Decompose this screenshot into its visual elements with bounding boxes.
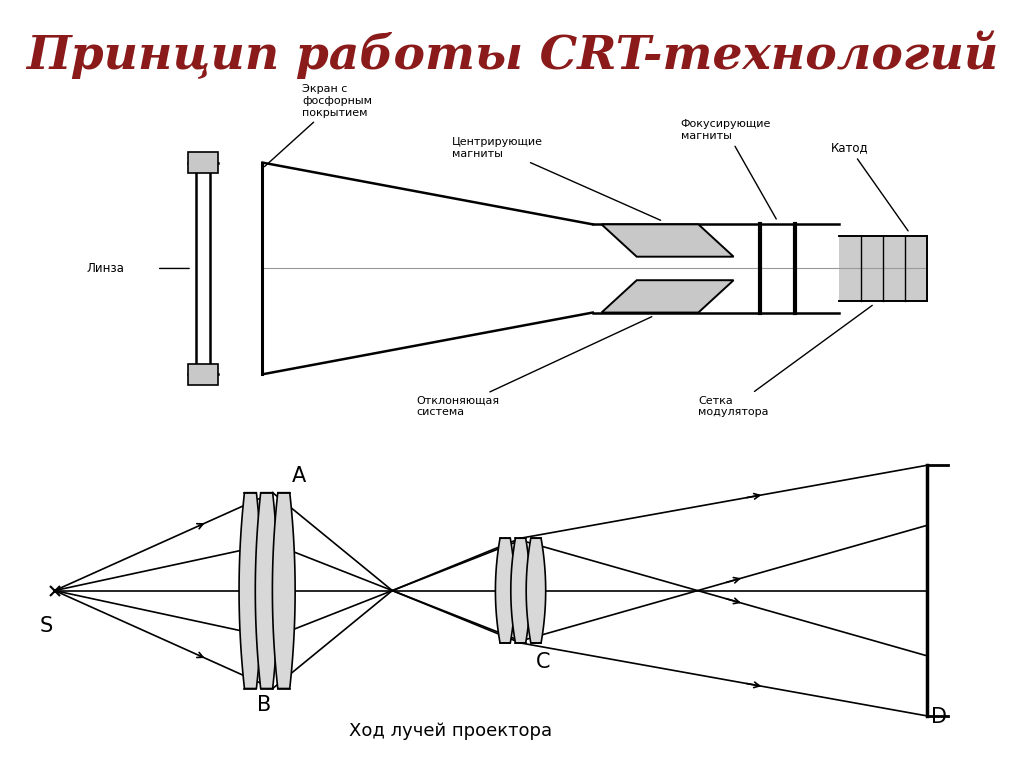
Bar bbox=[840, 236, 928, 301]
Text: Ход лучей проектора: Ход лучей проектора bbox=[349, 723, 552, 740]
Text: Сетка
модулятора: Сетка модулятора bbox=[698, 305, 872, 417]
Text: Отклоняющая
система: Отклоняющая система bbox=[417, 317, 652, 417]
Polygon shape bbox=[526, 538, 546, 643]
Polygon shape bbox=[601, 224, 733, 257]
Bar bbox=[187, 153, 218, 173]
Polygon shape bbox=[239, 492, 262, 689]
Text: Центрирующие
магниты: Центрирующие магниты bbox=[452, 137, 660, 220]
Text: B: B bbox=[257, 696, 271, 716]
Text: A: A bbox=[292, 466, 306, 486]
Polygon shape bbox=[496, 538, 515, 643]
Text: Линза: Линза bbox=[86, 262, 124, 275]
Text: Экран с
фосфорным
покрытием: Экран с фосфорным покрытием bbox=[264, 84, 372, 166]
Text: Катод: Катод bbox=[830, 141, 908, 231]
Text: Фокусирующие
магниты: Фокусирующие магниты bbox=[681, 120, 776, 219]
Polygon shape bbox=[272, 492, 295, 689]
Bar bbox=[187, 364, 218, 384]
Text: D: D bbox=[931, 706, 947, 726]
Text: C: C bbox=[536, 652, 551, 672]
Text: S: S bbox=[40, 616, 53, 636]
Polygon shape bbox=[601, 280, 733, 313]
Polygon shape bbox=[511, 538, 530, 643]
Text: Принцип работы CRT-технологий: Принцип работы CRT-технологий bbox=[26, 31, 998, 79]
Polygon shape bbox=[255, 492, 279, 689]
